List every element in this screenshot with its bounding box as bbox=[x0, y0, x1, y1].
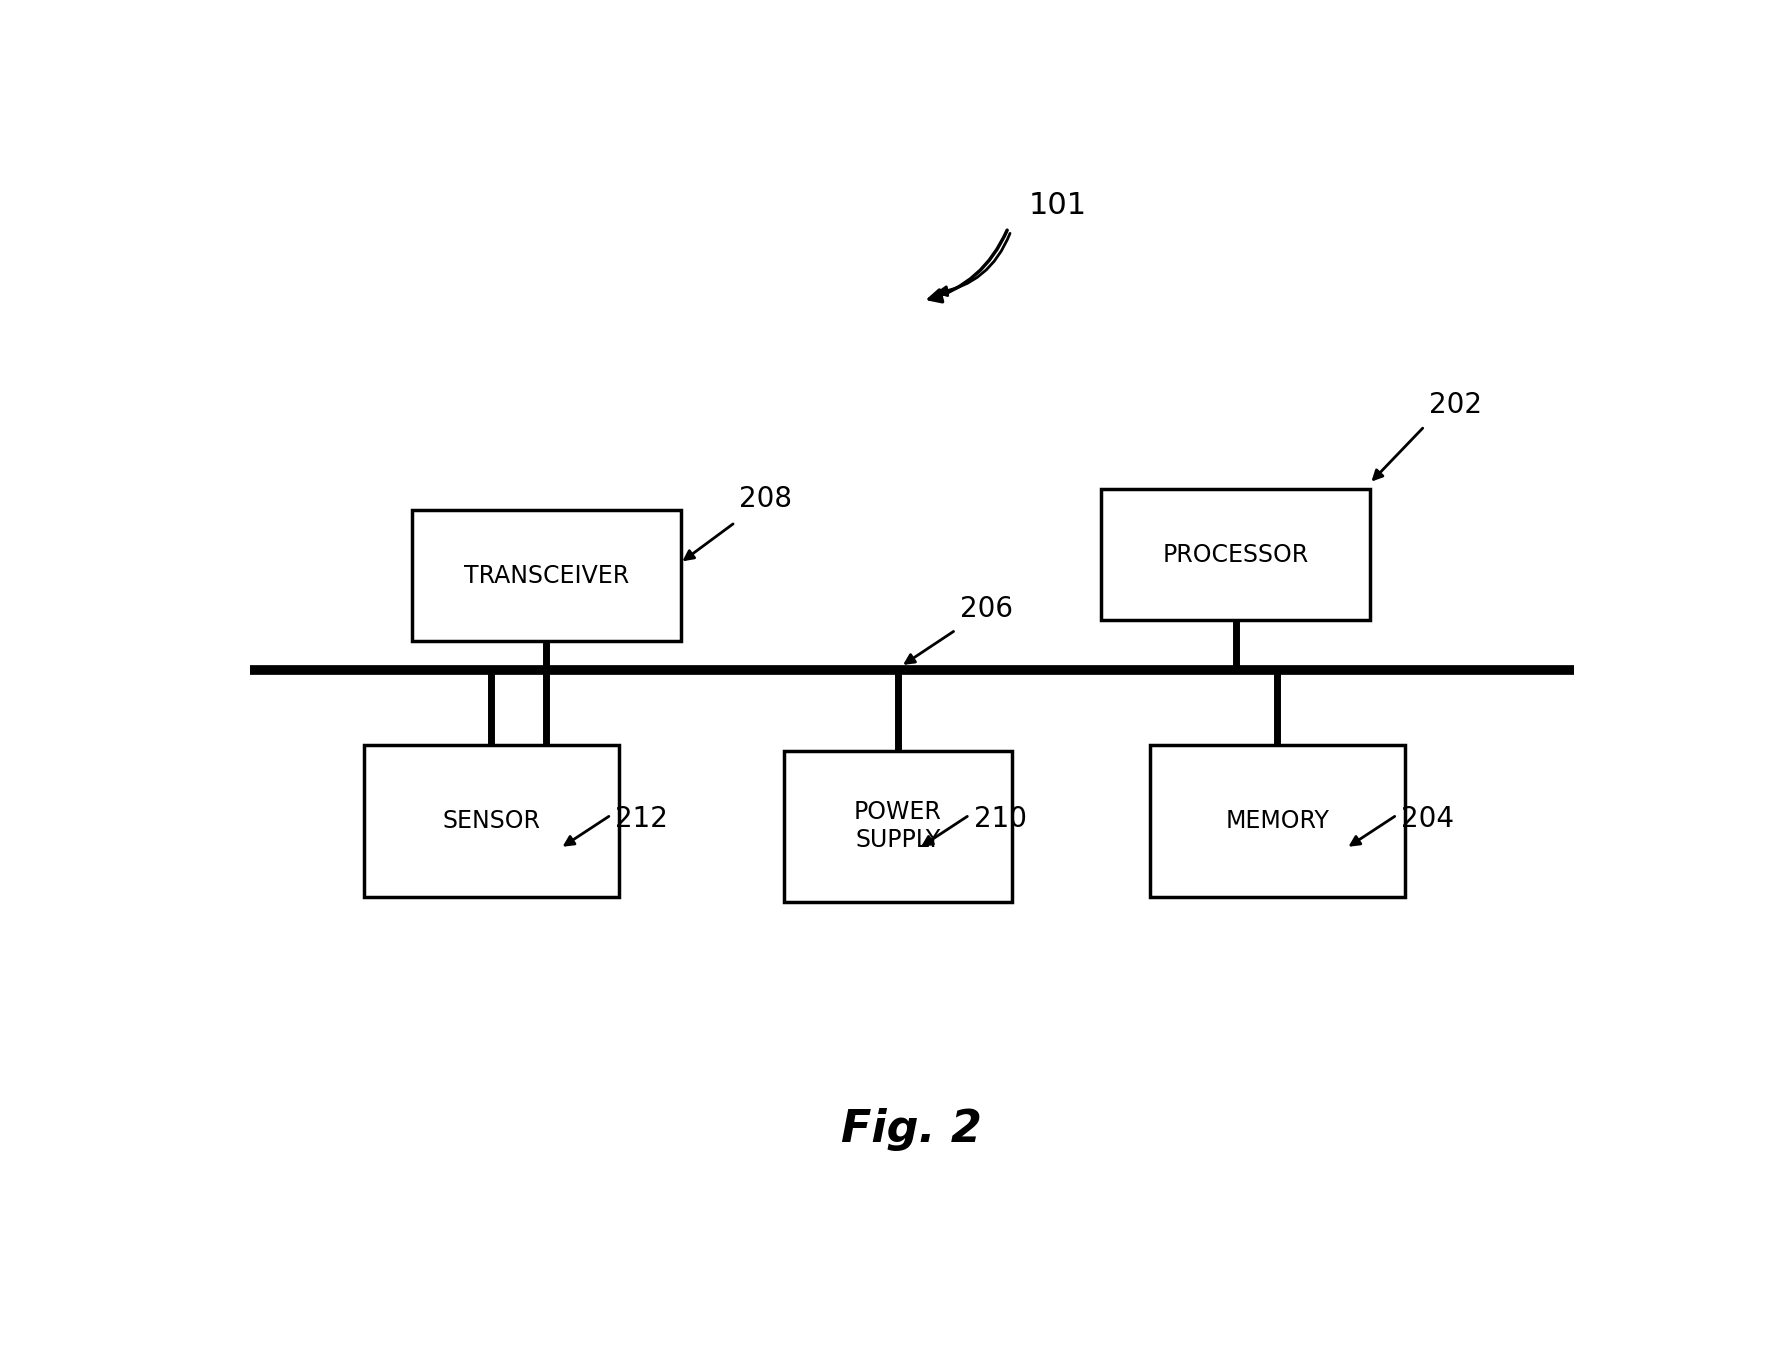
Text: POWER
SUPPLY: POWER SUPPLY bbox=[854, 801, 941, 852]
Text: 204: 204 bbox=[1402, 806, 1453, 833]
Text: 101: 101 bbox=[1028, 191, 1087, 220]
Text: PROCESSOR: PROCESSOR bbox=[1163, 543, 1309, 567]
Text: 208: 208 bbox=[740, 484, 792, 513]
Bar bbox=[785, 750, 1012, 902]
Bar bbox=[413, 510, 681, 641]
Text: 206: 206 bbox=[961, 594, 1012, 623]
Bar bbox=[363, 745, 619, 897]
Text: SENSOR: SENSOR bbox=[443, 809, 541, 833]
Text: 212: 212 bbox=[616, 806, 669, 833]
Bar bbox=[1101, 490, 1370, 620]
Text: Fig. 2: Fig. 2 bbox=[841, 1107, 982, 1151]
Text: 210: 210 bbox=[973, 806, 1026, 833]
Bar bbox=[1149, 745, 1405, 897]
Text: MEMORY: MEMORY bbox=[1226, 809, 1329, 833]
Text: 202: 202 bbox=[1429, 391, 1482, 419]
Text: TRANSCEIVER: TRANSCEIVER bbox=[464, 563, 630, 588]
